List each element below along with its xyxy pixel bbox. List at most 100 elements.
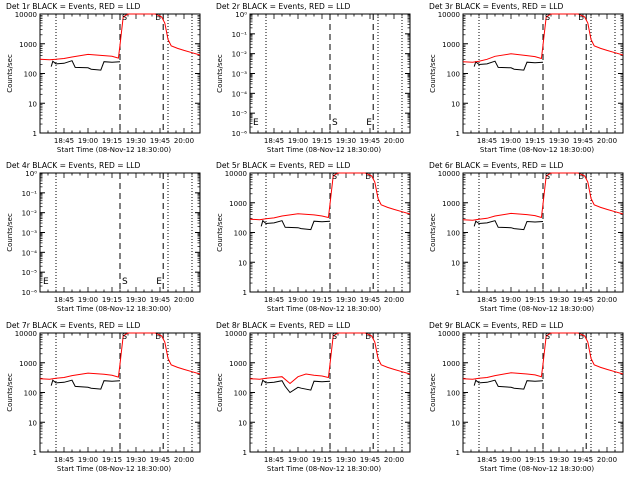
x-tick-label: 18:45 (264, 137, 284, 145)
y-tick-label: 10⁻² (22, 210, 38, 218)
events-series-line (473, 379, 544, 390)
x-tick-label: 19:00 (288, 296, 308, 304)
y-tick-label: 10⁰ (25, 170, 37, 178)
y-axis-label: Counts/sec (6, 54, 14, 93)
x-tick-label: 19:00 (78, 456, 98, 464)
y-tick-label: 10⁰ (235, 11, 247, 19)
x-axis-label: Start Time (08-Nov-12 18:30:00) (267, 146, 381, 154)
marker-e: E (253, 118, 259, 128)
y-tick-label: 10⁻¹ (22, 190, 38, 198)
x-tick-label: 19:30 (336, 456, 356, 464)
x-axis-label: Start Time (08-Nov-12 18:30:00) (480, 465, 594, 473)
events-series-line (50, 379, 121, 390)
y-tick-label: 10 (238, 259, 247, 267)
x-tick-label: 20:00 (174, 296, 194, 304)
chart-panel-5: Det 5r BLACK = Events, RED = LLD 1 10 100 10… (216, 161, 411, 313)
lld-series-line (249, 332, 411, 385)
x-tick-label: 19:45 (150, 137, 170, 145)
x-tick-label: 18:45 (477, 137, 497, 145)
x-tick-label: 19:00 (78, 296, 98, 304)
chart-panel-9: Det 9r BLACK = Events, RED = LLD 1 10 100 10… (429, 321, 624, 473)
chart-title: Det 5r BLACK = Events, RED = LLD (216, 161, 351, 170)
x-tick-label: 19:45 (150, 296, 170, 304)
events-series-line (473, 60, 544, 71)
marker-s: S (545, 332, 550, 341)
y-tick-label: 10000 (225, 330, 247, 338)
y-tick-label: 10⁻⁵ (232, 110, 248, 118)
marker-e: E (156, 277, 162, 287)
x-tick-label: 18:45 (477, 456, 497, 464)
y-tick-label: 10 (451, 259, 460, 267)
x-tick-label: 19:00 (78, 137, 98, 145)
x-tick-label: 19:15 (312, 296, 332, 304)
lld-series-line (462, 172, 624, 221)
x-tick-label: 19:45 (360, 137, 380, 145)
marker-e: E (366, 118, 372, 128)
y-tick-label: 1 (243, 289, 247, 297)
x-tick-label: 19:00 (501, 296, 521, 304)
x-tick-label: 19:00 (501, 137, 521, 145)
x-tick-label: 19:15 (312, 456, 332, 464)
x-tick-label: 18:45 (54, 456, 74, 464)
y-tick-label: 100 (447, 230, 460, 238)
lld-series-line (462, 332, 624, 380)
y-axis-label: Counts/sec (429, 373, 437, 412)
y-axis-label: Counts/sec (216, 373, 224, 412)
y-tick-label: 1 (33, 130, 37, 138)
x-tick-label: 19:45 (573, 456, 593, 464)
x-tick-label: 18:45 (54, 296, 74, 304)
x-tick-label: 19:15 (525, 456, 545, 464)
lld-series-line (462, 13, 624, 63)
chart-title: Det 3r BLACK = Events, RED = LLD (429, 2, 564, 11)
y-axis-label: Counts/sec (429, 213, 437, 252)
x-tick-label: 19:15 (102, 137, 122, 145)
x-tick-label: 19:15 (102, 456, 122, 464)
x-axis-label: Start Time (08-Nov-12 18:30:00) (57, 305, 171, 313)
y-axis-label: Counts/sec (216, 213, 224, 252)
x-tick-label: 18:45 (477, 296, 497, 304)
y-tick-label: 10000 (438, 330, 460, 338)
chart-panel-1: Det 1r BLACK = Events, RED = LLD 1 10 100 10… (6, 2, 201, 154)
marker-e: E (365, 172, 370, 181)
y-tick-label: 100 (447, 390, 460, 398)
y-tick-label: 10⁻³ (22, 230, 38, 238)
y-tick-label: 10⁻⁴ (232, 90, 248, 98)
x-tick-label: 19:30 (126, 456, 146, 464)
marker-e: E (578, 332, 583, 341)
marker-e: E (578, 172, 583, 181)
marker-e: E (155, 332, 160, 341)
x-axis-label: Start Time (08-Nov-12 18:30:00) (267, 465, 381, 473)
x-tick-label: 19:30 (336, 296, 356, 304)
x-tick-label: 20:00 (384, 296, 404, 304)
lld-series-line (249, 172, 411, 221)
lld-series-line (39, 13, 201, 61)
x-tick-label: 19:30 (549, 137, 569, 145)
x-tick-label: 20:00 (384, 456, 404, 464)
marker-e: E (365, 332, 370, 341)
y-axis-label: Counts/sec (6, 213, 14, 252)
x-tick-label: 19:45 (360, 456, 380, 464)
y-tick-label: 10 (451, 419, 460, 427)
x-tick-label: 19:00 (501, 456, 521, 464)
x-tick-label: 19:00 (288, 137, 308, 145)
y-tick-label: 10⁻¹ (232, 31, 248, 39)
y-tick-label: 10⁻² (232, 51, 248, 59)
y-tick-label: 10 (238, 419, 247, 427)
y-tick-label: 100 (24, 390, 37, 398)
x-tick-label: 20:00 (384, 137, 404, 145)
chart-panel-6: Det 6r BLACK = Events, RED = LLD 1 10 100 10… (429, 161, 624, 313)
x-tick-label: 20:00 (174, 137, 194, 145)
y-tick-label: 1 (33, 449, 37, 457)
chart-title: Det 4r BLACK = Events, RED = LLD (6, 161, 141, 170)
y-tick-label: 1000 (442, 360, 460, 368)
x-tick-label: 19:15 (312, 137, 332, 145)
y-tick-label: 1 (456, 289, 460, 297)
x-tick-label: 20:00 (597, 137, 617, 145)
y-tick-label: 10⁻⁵ (22, 269, 38, 277)
marker-s: S (545, 172, 550, 181)
chart-title: Det 7r BLACK = Events, RED = LLD (6, 321, 141, 330)
chart-panel-3: Det 3r BLACK = Events, RED = LLD 1 10 100 10… (429, 2, 624, 154)
y-tick-label: 10⁻⁴ (22, 249, 38, 257)
y-tick-label: 10 (28, 419, 37, 427)
